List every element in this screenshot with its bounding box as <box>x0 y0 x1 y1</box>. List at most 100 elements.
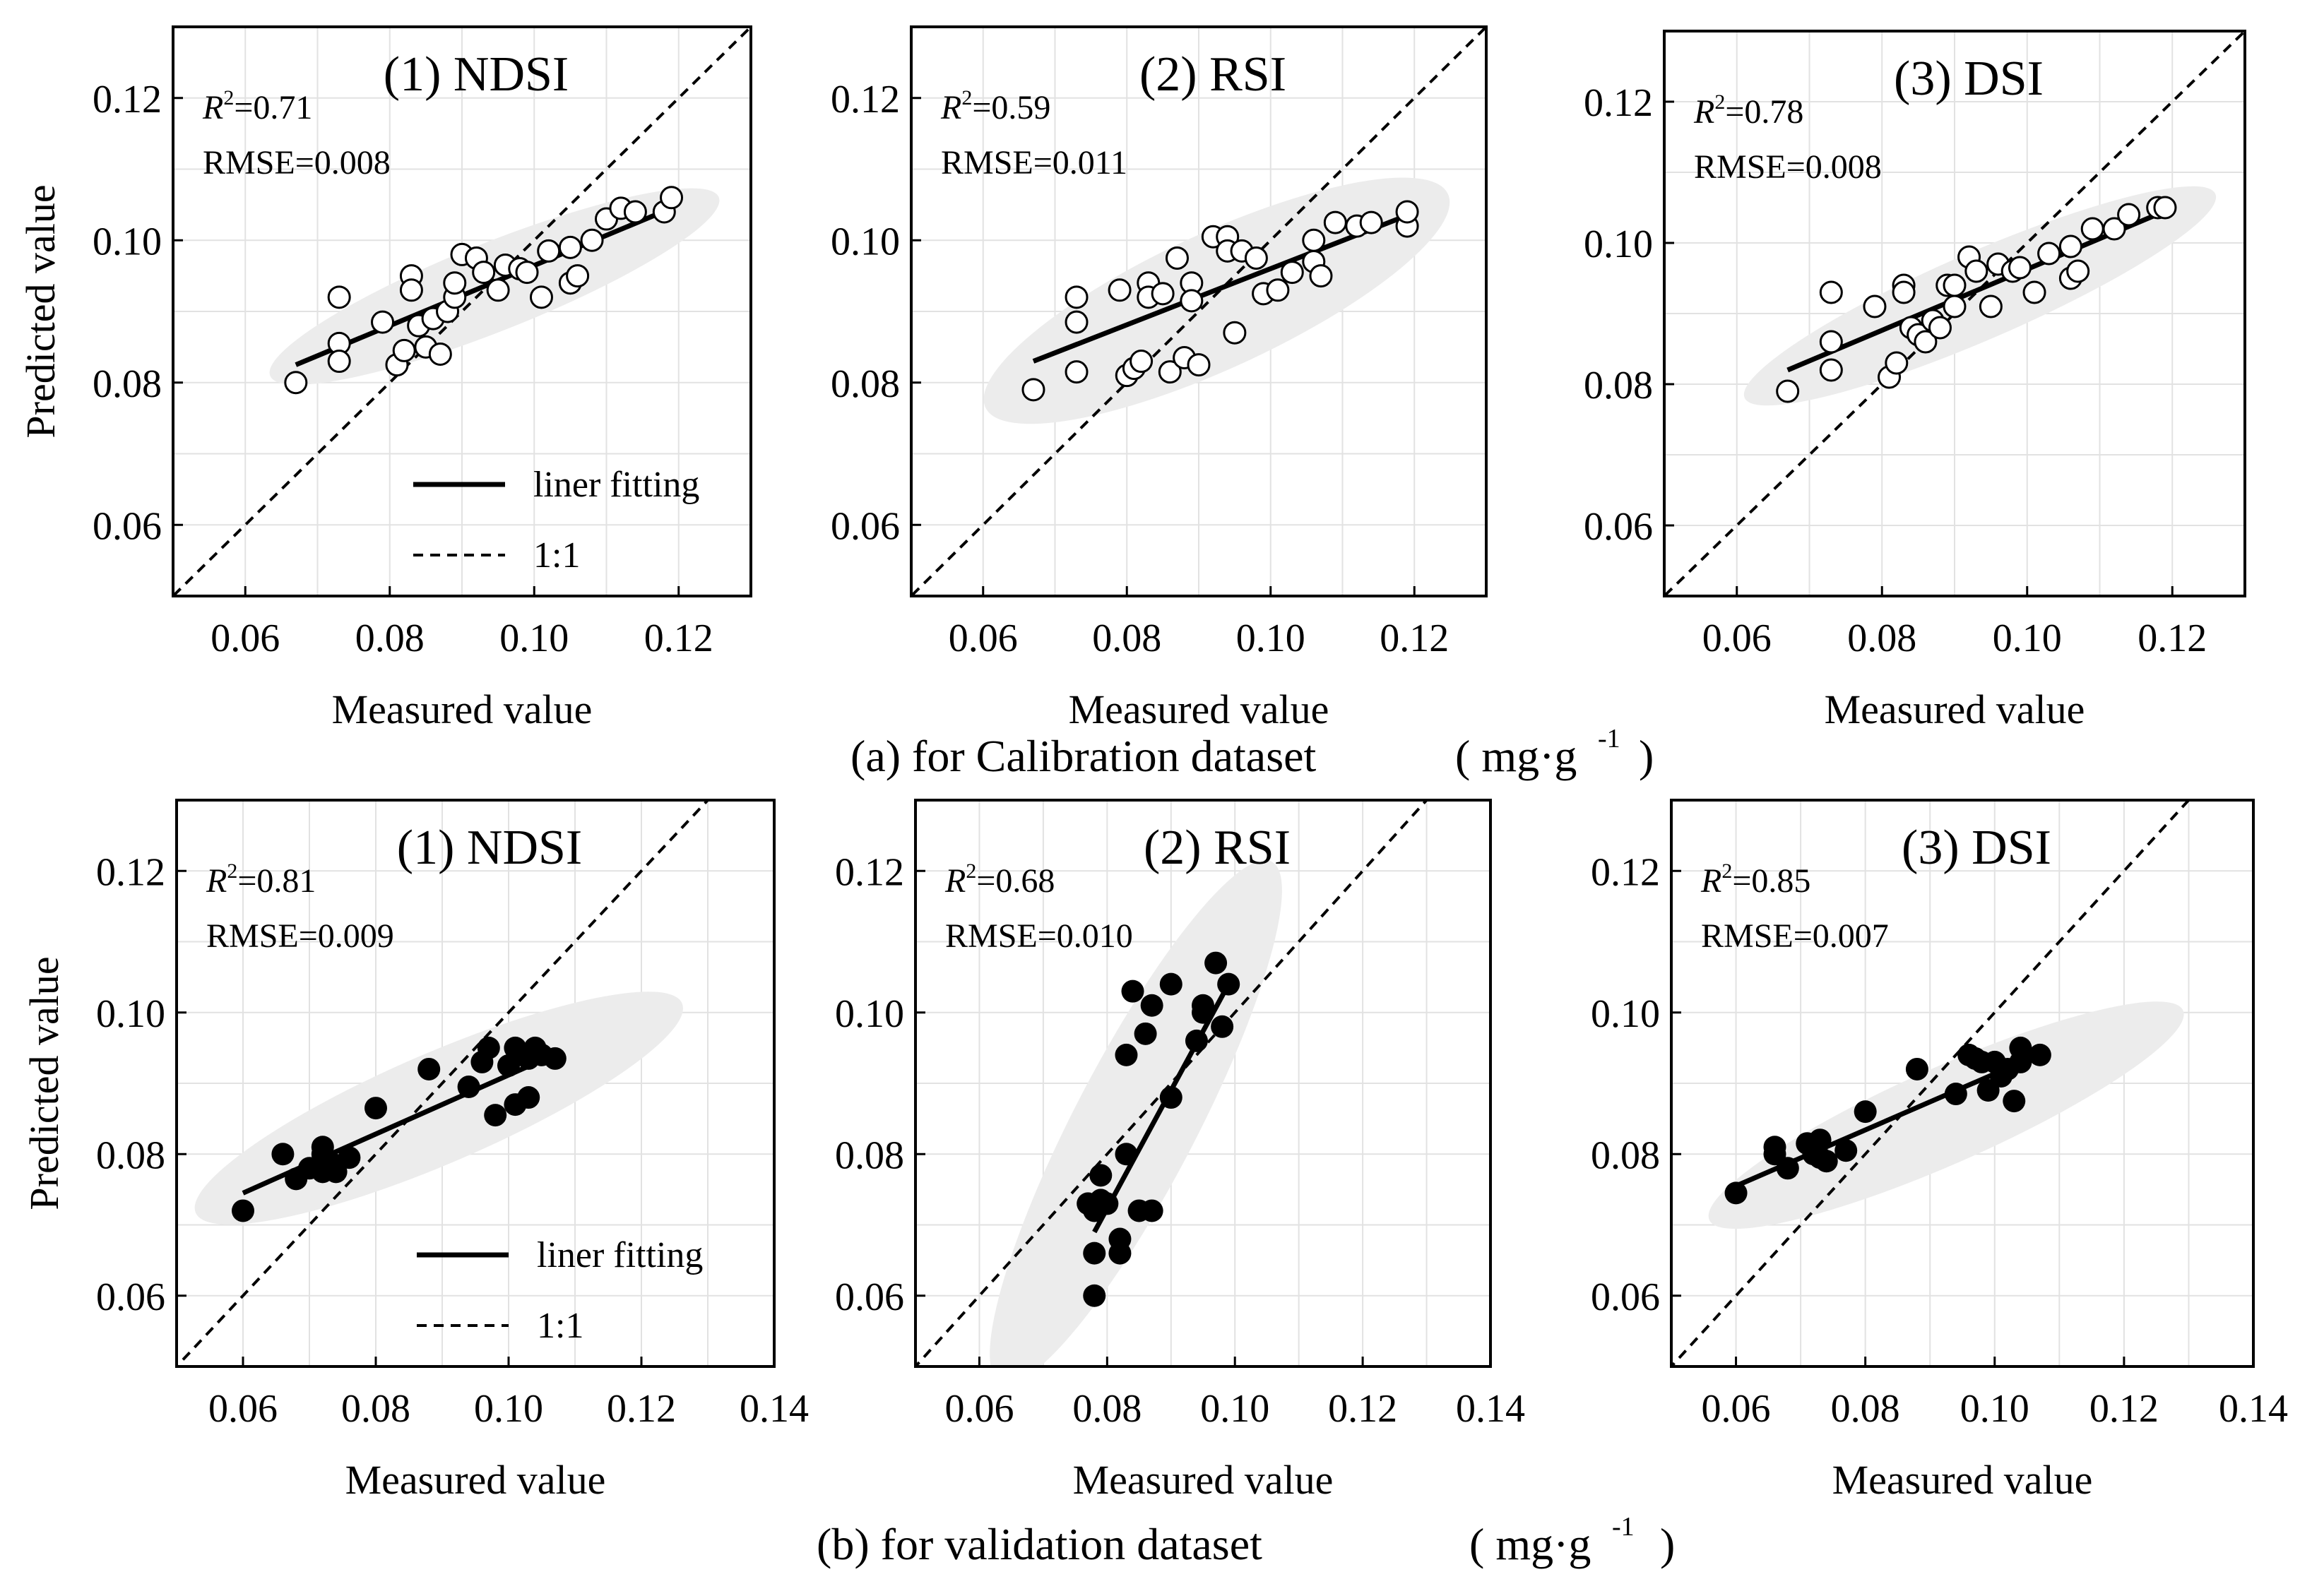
y-axis-label: Predicted value <box>18 184 64 438</box>
data-point <box>324 1160 348 1184</box>
data-point <box>472 261 496 285</box>
data-point <box>1280 261 1304 285</box>
y-tick-label: 0.10 <box>1591 992 1660 1036</box>
data-point <box>2066 259 2090 283</box>
x-tick-label: 0.08 <box>1092 617 1161 660</box>
data-point <box>1159 972 1182 996</box>
x-tick-label: 0.10 <box>1236 617 1305 660</box>
rmse-text: RMSE=0.011 <box>941 144 1127 181</box>
rmse-text: RMSE=0.009 <box>206 917 394 955</box>
data-point <box>2003 1090 2026 1113</box>
data-point <box>364 1097 387 1120</box>
x-tick-label: 0.12 <box>1380 617 1449 660</box>
data-point <box>1724 1181 1748 1205</box>
x-tick-label: 0.06 <box>1702 1387 1771 1431</box>
y-tick-label: 0.12 <box>835 850 904 894</box>
data-point <box>1928 316 1952 340</box>
r2-symbol: R <box>206 862 227 900</box>
r2-symbol: R <box>1700 862 1721 900</box>
x-tick-label: 0.12 <box>2089 1387 2159 1431</box>
plot-area <box>1664 31 2245 596</box>
r2-text: R2=0.68 <box>944 859 1055 900</box>
caption-validation-unit-sup: -1 <box>1612 1512 1635 1542</box>
plot-frame <box>1663 30 2246 597</box>
panel-title: (1) NDSI <box>384 47 569 102</box>
r2-superscript: 2 <box>961 86 972 109</box>
data-point <box>2028 1043 2051 1066</box>
data-point <box>1096 1192 1119 1215</box>
data-point <box>2102 217 2126 241</box>
data-point <box>1819 330 1843 354</box>
caption-calibration-unit-close: ) <box>1639 731 1654 781</box>
data-point <box>1808 1128 1832 1152</box>
chart-panel-6: 0.06 0.08 0.10 0.12 0.14 0.06 0.08 0.10 0.12 (3) … <box>1591 799 2288 1503</box>
data-point <box>1266 278 1290 302</box>
data-point <box>457 1076 480 1099</box>
y-tick-label: 0.10 <box>835 992 904 1036</box>
data-point <box>1165 246 1189 270</box>
y-tick-label: 0.06 <box>831 504 900 548</box>
x-tick-label: 0.12 <box>1328 1387 1397 1431</box>
x-tick-label: 0.14 <box>2219 1387 2288 1431</box>
y-tick-label: 0.08 <box>831 362 900 406</box>
x-tick-label: 0.06 <box>1702 617 1772 660</box>
data-point <box>327 350 351 374</box>
data-point <box>1121 979 1144 1003</box>
x-axis-label: Measured value <box>1832 1457 2093 1503</box>
r2-value: =0.59 <box>972 89 1050 126</box>
data-point <box>660 186 684 210</box>
data-point <box>497 1054 520 1077</box>
r2-value: =0.78 <box>1725 93 1803 131</box>
plot-frame <box>1670 799 2255 1368</box>
data-point <box>1134 1022 1157 1045</box>
data-point <box>327 285 351 309</box>
one-to-one-line <box>177 800 710 1366</box>
data-point <box>371 310 395 334</box>
y-tick-label: 0.12 <box>96 850 165 894</box>
data-point <box>1187 353 1211 377</box>
x-tick-label: 0.14 <box>740 1387 809 1431</box>
data-point <box>417 1057 441 1080</box>
rmse-text: RMSE=0.010 <box>945 917 1133 955</box>
r2-superscript: 2 <box>227 859 237 883</box>
y-tick-label: 0.12 <box>1584 81 1653 125</box>
data-point <box>1943 273 1967 297</box>
data-point <box>1776 1157 1799 1180</box>
x-tick-label: 0.08 <box>1072 1387 1142 1431</box>
data-point <box>2022 280 2046 304</box>
x-tick-label: 0.08 <box>341 1387 410 1431</box>
data-point <box>1192 994 1214 1017</box>
data-point <box>1943 294 1967 318</box>
data-point <box>1158 360 1182 384</box>
data-point <box>1083 1284 1106 1307</box>
r2-text: R2=0.85 <box>1700 859 1810 900</box>
chart-panel-2: 0.06 0.08 0.10 0.12 0.06 0.08 0.10 0.12 (2) RSI R… <box>831 25 1488 732</box>
data-point <box>623 200 647 224</box>
y-tick-label: 0.06 <box>835 1275 904 1319</box>
data-point <box>1185 1029 1208 1052</box>
data-point <box>1309 264 1333 288</box>
y-tick-label: 0.10 <box>1584 222 1653 266</box>
data-point <box>2058 234 2082 258</box>
data-point <box>1819 280 1843 304</box>
plot-area <box>173 27 751 596</box>
panel-title: (2) RSI <box>1144 821 1291 875</box>
panel-title: (3) DSI <box>1902 821 2051 875</box>
data-point <box>1359 210 1383 234</box>
data-point <box>2117 203 2141 227</box>
data-point <box>1021 378 1045 402</box>
caption-calibration: (a) for Calibration dataset <box>850 731 1317 781</box>
r2-superscript: 2 <box>1721 859 1732 883</box>
data-point <box>2008 256 2032 280</box>
chart-panel-3: 0.06 0.08 0.10 0.12 0.06 0.08 0.10 0.12 (3) DSI R… <box>1584 30 2246 732</box>
caption-validation-unit: ( mg·g <box>1469 1519 1591 1569</box>
r2-text: R2=0.59 <box>940 86 1050 126</box>
legend-ref-label: 1:1 <box>537 1306 583 1346</box>
data-point <box>1115 1043 1138 1066</box>
data-point <box>232 1199 254 1222</box>
data-point <box>1776 379 1800 403</box>
plot-area <box>1671 800 2253 1366</box>
legend-ref-label: 1:1 <box>533 535 580 576</box>
data-point <box>537 239 561 263</box>
caption-validation-unit-close: ) <box>1660 1519 1675 1569</box>
